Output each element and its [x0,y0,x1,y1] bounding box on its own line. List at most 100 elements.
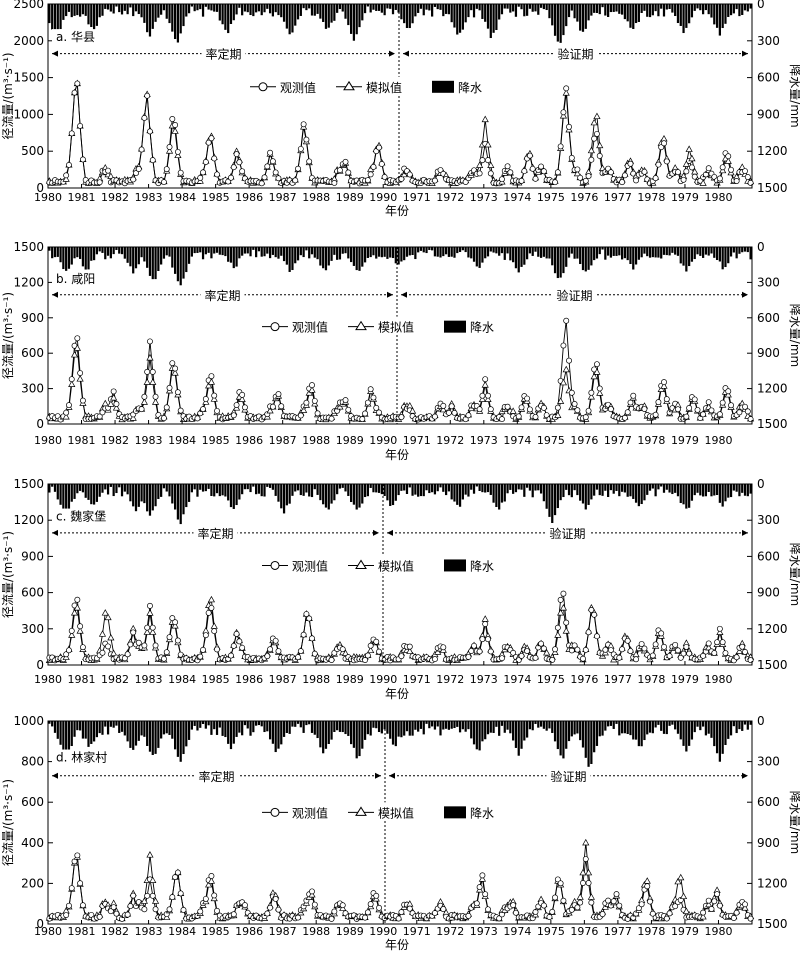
observed-point [208,873,215,879]
x-tick-label: 1975 [537,925,565,938]
observed-point [174,869,181,876]
precip-bar [570,4,573,11]
precip-bar [185,4,188,17]
precip-bar [696,247,699,255]
observed-point [373,892,380,899]
precip-bar [562,484,565,498]
observed-point [613,891,620,898]
precip-bar [257,484,261,494]
precip-bar [344,721,347,735]
precip-bar [609,4,613,13]
observed-point [211,628,218,635]
observed-point [364,909,371,916]
precip-bar [489,4,492,39]
observed-point [607,169,614,176]
precip-bar [369,4,372,13]
precip-bar [609,721,613,726]
precip-bar [101,484,104,493]
precip-bar [439,721,442,736]
label-bg [546,766,591,783]
precip-bar [718,247,721,262]
precip-bar [481,721,484,742]
observed-point [487,648,494,655]
x-tick-label: 1973 [470,925,498,938]
x-tick-label: 1983 [135,925,163,938]
precip-bar [741,484,744,493]
precip-bar [246,4,249,13]
observed-point [147,338,153,345]
precip-bar [322,721,325,754]
simulated-point [741,904,749,911]
precip-bar [313,4,316,16]
observed-point [239,644,246,651]
precip-bar [129,4,132,8]
legend-simulated-marker [355,559,367,569]
simulated-point [266,406,274,414]
precip-bar [660,4,663,9]
x-tick-label: 1981 [68,434,96,447]
precip-bar [472,247,476,262]
validation-label: 验证期 [557,47,593,62]
precip-tick-label: 300 [757,755,780,769]
precip-tick-label: 0 [757,0,765,11]
precip-bar [489,721,492,733]
observed-point [739,643,746,650]
precip-bar [51,247,54,259]
precip-bar [162,721,166,735]
observed-point [479,636,486,643]
observed-point [700,652,707,659]
precip-bar [397,721,400,737]
precip-bar [51,721,54,727]
precip-bar [651,4,654,16]
simulated-point [559,603,568,611]
precip-bar [701,484,705,497]
precip-bar [467,484,470,497]
observed-point [574,166,581,173]
observed-point [479,157,486,164]
precip-bar [593,484,596,496]
precip-bar [676,247,680,256]
observed-point [228,652,234,659]
precip-tick-label: 1500 [757,658,788,672]
precip-bar [447,4,451,15]
observed-point [568,906,575,913]
precip-bar [98,4,101,18]
precip-bar [704,484,708,497]
precip-bar [634,484,638,503]
precip-bar [690,4,694,18]
observed-point [105,167,112,174]
precip-bar [573,721,576,735]
observed-point [364,399,371,406]
simulated-point [112,404,121,411]
precip-bar [738,484,741,497]
precip-bar [224,4,227,30]
precip-bar [363,4,367,14]
legend-precip-label: 降水 [470,559,494,573]
simulated-point [70,608,79,616]
simulated-point [559,111,568,119]
precip-bar [699,721,702,731]
observed-point [526,406,533,413]
observed-point [655,161,662,168]
precip-bar [126,484,129,495]
precip-bar [595,721,599,746]
observed-point [663,915,670,922]
precip-bar [137,247,140,265]
precip-bar [257,721,261,726]
x-tick-label: 1981 [68,191,96,204]
precip-bar [257,247,261,252]
precip-bar [213,721,216,730]
observed-point [278,403,285,410]
precip-bar [112,484,115,497]
simulated-point [171,622,179,629]
observed-point [744,174,751,180]
precip-bar [76,4,79,16]
precip-bar [472,484,476,494]
precip-bar [227,4,230,34]
precip-bar [134,484,138,512]
precip-bar [98,484,101,497]
precip-bar [266,484,269,487]
validation-label: 验证期 [549,526,585,541]
observed-point [627,399,634,406]
precip-bar [112,247,115,255]
